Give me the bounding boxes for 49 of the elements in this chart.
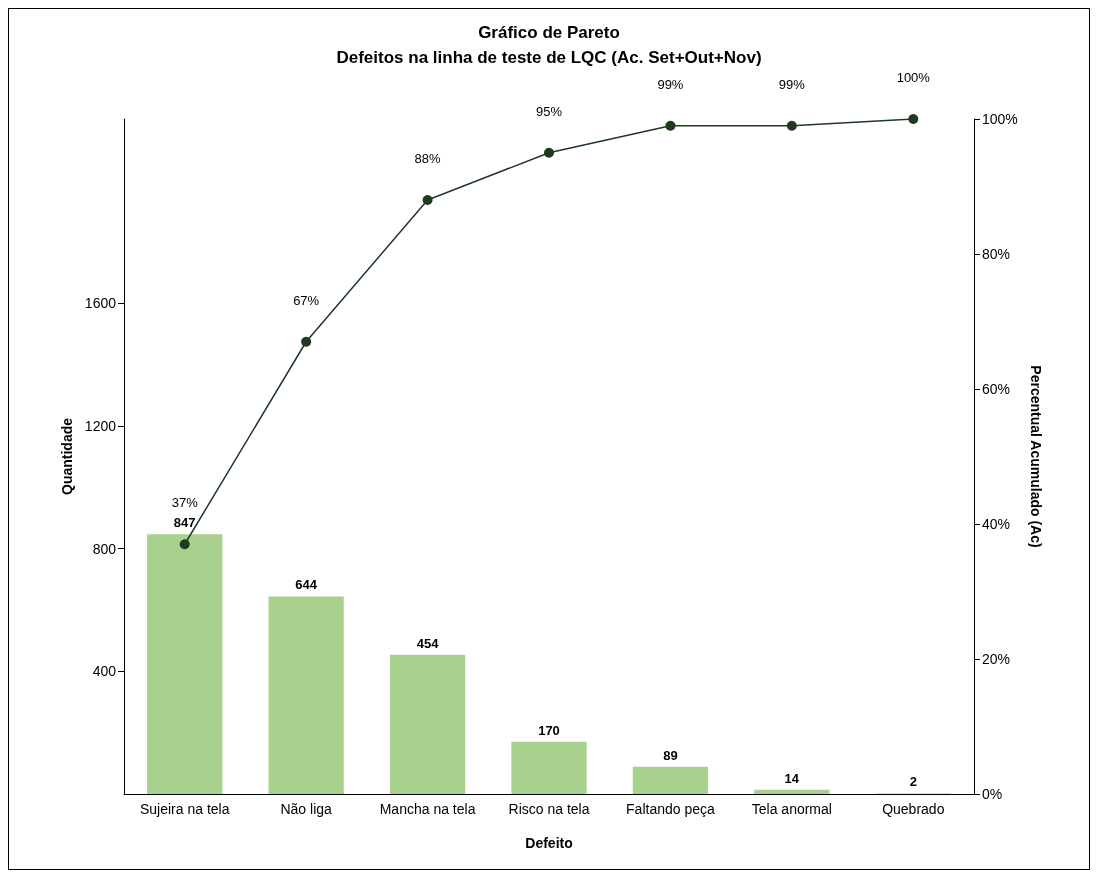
y2-tick-label: 80% bbox=[982, 246, 1011, 262]
data-label: 847 bbox=[173, 515, 196, 531]
y2-tick-label: 60% bbox=[982, 381, 1011, 397]
bar bbox=[632, 766, 709, 794]
x-tick-label: Quebrado bbox=[882, 801, 945, 817]
bar bbox=[511, 741, 587, 794]
x-tick-label: Faltando peça bbox=[626, 801, 716, 817]
data-label: 2 bbox=[909, 774, 917, 790]
y2-axis-title: Percentual Acumulado (Ac) bbox=[1027, 365, 1044, 548]
x-tick-label: Tela anormal bbox=[751, 801, 832, 817]
point bbox=[179, 539, 190, 550]
chart-title: Gráfico de Pareto bbox=[478, 23, 620, 42]
x-tick-label: Não liga bbox=[280, 801, 333, 817]
data-label: 170 bbox=[538, 722, 560, 738]
point bbox=[665, 120, 676, 131]
bar bbox=[389, 654, 466, 794]
point bbox=[908, 114, 919, 124]
data-label: 88% bbox=[414, 151, 442, 166]
y2-tick-label: 0% bbox=[982, 786, 1003, 802]
data-label: 89 bbox=[663, 747, 678, 763]
point bbox=[544, 147, 554, 158]
y2-tick-label: 40% bbox=[982, 516, 1011, 532]
data-label: 100% bbox=[896, 70, 931, 85]
point bbox=[301, 336, 312, 347]
data-label: 644 bbox=[295, 577, 318, 593]
y2-tick-label: 20% bbox=[982, 651, 1011, 667]
x-axis-title: Defeito bbox=[525, 835, 573, 851]
y-tick-label: 1200 bbox=[84, 417, 117, 434]
data-label: 67% bbox=[293, 292, 320, 308]
x-tick-label: Risco na tela bbox=[508, 801, 590, 817]
x-tick-label: Mancha na tela bbox=[379, 801, 476, 817]
x-tick-label: Sujeira na tela bbox=[139, 801, 230, 817]
bar bbox=[754, 789, 830, 794]
data-label: 37% bbox=[171, 495, 199, 511]
data-label: 99% bbox=[778, 76, 806, 92]
y2-tick-label: 100% bbox=[982, 111, 1018, 127]
point bbox=[786, 120, 797, 131]
data-label: 14 bbox=[784, 770, 800, 786]
data-label: 454 bbox=[416, 635, 440, 651]
data-label: 95% bbox=[535, 103, 563, 119]
y-axis-title: Quantidade bbox=[58, 417, 75, 496]
y-tick-label: 800 bbox=[92, 540, 117, 557]
bar bbox=[147, 534, 223, 794]
y-tick-label: 1600 bbox=[84, 295, 117, 312]
data-label: 99% bbox=[657, 76, 684, 92]
chart-subtitle: Defeitos na linha de teste de LQC (Ac. Set+Out+Nov) bbox=[336, 48, 762, 67]
point bbox=[422, 195, 433, 205]
bar bbox=[268, 596, 344, 794]
y-tick-label: 400 bbox=[92, 663, 117, 680]
